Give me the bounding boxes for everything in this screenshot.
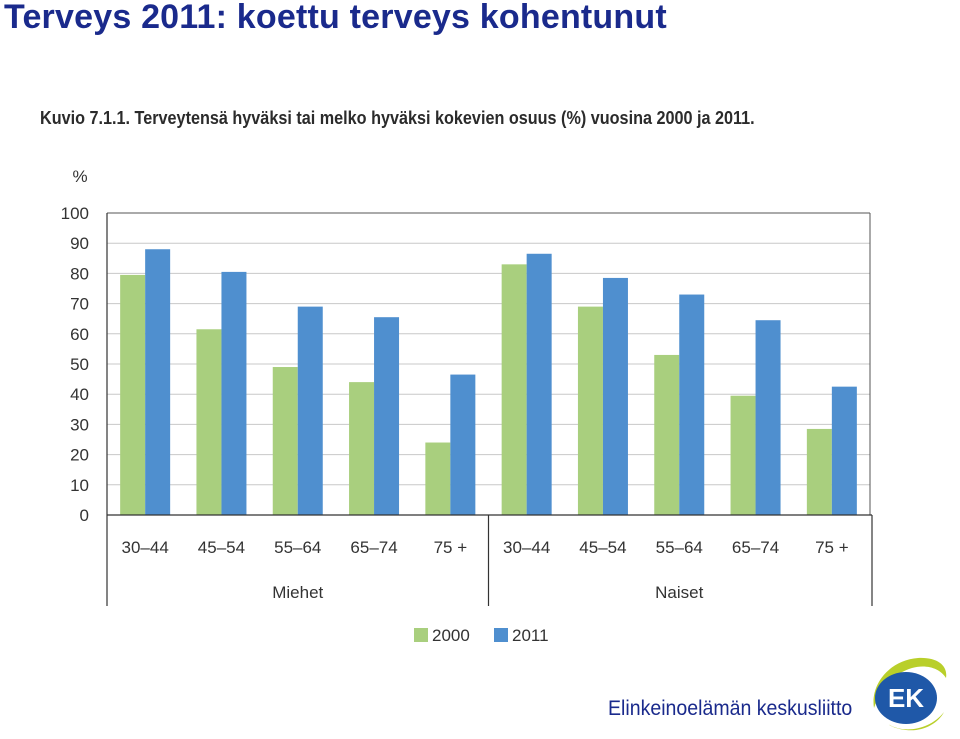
bar-2011 — [679, 294, 705, 515]
x-tick-label: 65–74 — [732, 538, 779, 557]
logo-badge — [875, 672, 937, 724]
group-label: Miehet — [272, 583, 323, 602]
bar-2000 — [806, 428, 832, 515]
bar-2000 — [349, 382, 375, 515]
chart-title: Kuvio 7.1.1. Terveytensä hyväksi tai mel… — [40, 108, 755, 128]
organization-name: Elinkeinoelämän keskusliitto — [608, 697, 853, 720]
x-tick-label: 55–64 — [274, 538, 321, 557]
x-tick-label: 30–44 — [503, 538, 550, 557]
bar-2000 — [272, 367, 298, 515]
bar-2011 — [602, 277, 628, 515]
legend-label-2000: 2000 — [432, 626, 470, 645]
y-tick-label: 80 — [70, 264, 89, 283]
x-tick-label: 65–74 — [350, 538, 397, 557]
legend-swatch-2000 — [414, 628, 428, 642]
bar-2011 — [374, 317, 400, 515]
bar-2011 — [755, 320, 781, 515]
slide-title: Terveys 2011: koettu terveys kohentunut — [4, 0, 667, 36]
y-tick-label: 70 — [70, 295, 89, 314]
y-tick-label: 30 — [70, 415, 89, 434]
bar-2011 — [831, 386, 857, 515]
bar-2000 — [654, 354, 680, 515]
y-tick-label: 50 — [70, 355, 89, 374]
x-tick-label: 75 + — [434, 538, 468, 557]
y-tick-label: 100 — [61, 204, 89, 223]
bar-2011 — [221, 271, 247, 515]
ek-logo: EK — [873, 657, 947, 731]
y-tick-label: 60 — [70, 325, 89, 344]
bar-2011 — [526, 253, 552, 515]
y-tick-label: 10 — [70, 476, 89, 495]
y-tick-label: 20 — [70, 446, 89, 465]
x-tick-label: 75 + — [815, 538, 849, 557]
x-tick-label: 30–44 — [122, 538, 169, 557]
bar-2011 — [145, 249, 171, 516]
legend-label-2011: 2011 — [512, 626, 549, 645]
x-tick-label: 55–64 — [656, 538, 703, 557]
bar-2000 — [196, 329, 222, 515]
x-tick-label: 45–54 — [579, 538, 626, 557]
bar-2011 — [297, 306, 323, 515]
y-tick-label: 40 — [70, 385, 89, 404]
bar-2000 — [577, 306, 603, 515]
bar-2000 — [501, 264, 527, 515]
logo-swoosh — [873, 657, 947, 708]
bar-2000 — [730, 395, 756, 515]
bar-2011 — [450, 374, 476, 515]
bar-2000 — [120, 274, 146, 515]
y-tick-label: 90 — [70, 234, 89, 253]
legend-swatch-2011 — [494, 628, 508, 642]
bar-2000 — [425, 442, 451, 515]
x-tick-label: 45–54 — [198, 538, 245, 557]
logo-text: EK — [888, 683, 924, 713]
group-label: Naiset — [655, 583, 703, 602]
y-axis-label: % — [72, 167, 87, 186]
y-tick-label: 0 — [80, 506, 89, 525]
